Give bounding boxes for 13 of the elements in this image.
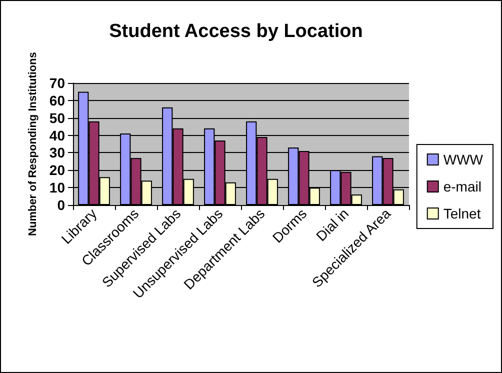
y-tick-label: 70 — [49, 75, 66, 91]
chart-title: Student Access by Location — [109, 21, 363, 42]
y-axis-title: Number of Responding Institutions — [27, 52, 40, 236]
y-tick-label: 0 — [57, 197, 66, 213]
legend-label: Telnet — [443, 206, 481, 222]
y-tick-label: 60 — [49, 92, 66, 108]
y-tick-label: 10 — [49, 180, 66, 196]
y-tick-label: 30 — [49, 144, 66, 161]
legend-label: WWW — [443, 152, 484, 168]
y-tick-label: 20 — [49, 162, 66, 178]
y-tick-label: 40 — [49, 127, 66, 144]
y-tick-label: 50 — [49, 110, 66, 126]
legend-label: e-mail — [443, 178, 482, 194]
